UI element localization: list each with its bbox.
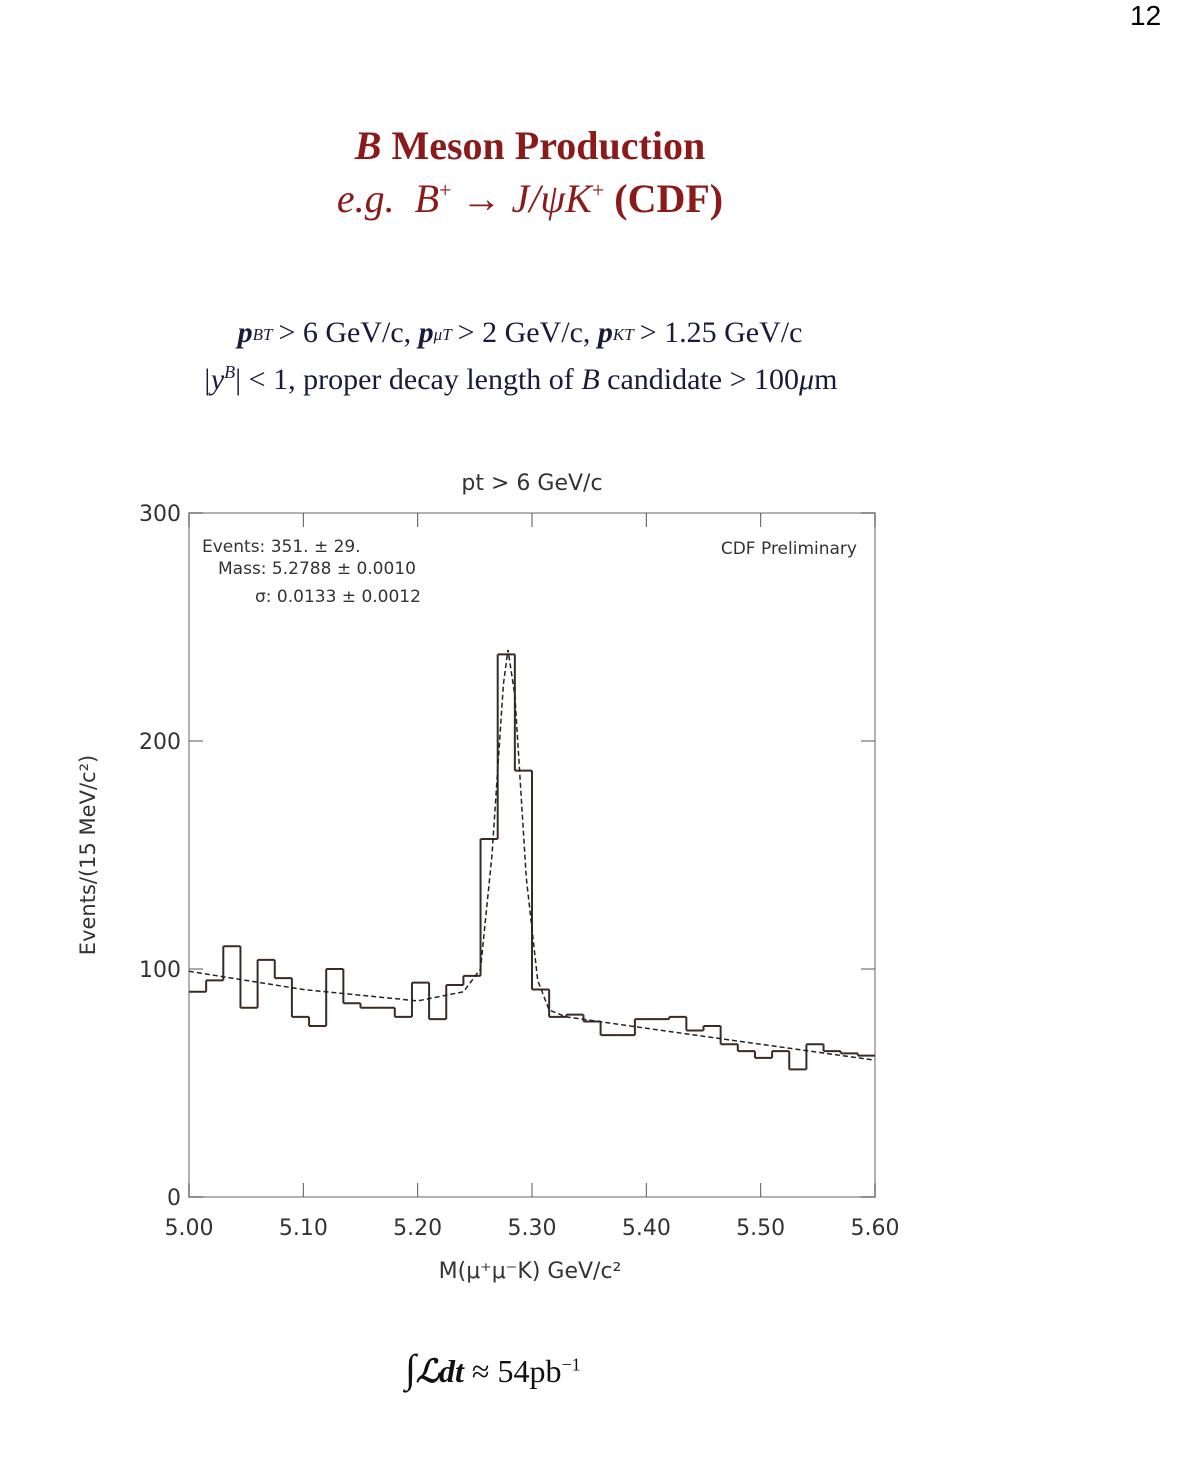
cut-part: K	[612, 325, 625, 345]
x-axis-label: M(μ⁺μ⁻K) GeV/c²	[439, 1259, 622, 1284]
annotation: σ: 0.0133 ± 0.0012	[255, 587, 421, 607]
luminosity: ∫ℒdt ≈ 54pb−1	[405, 1345, 581, 1392]
y-tick-label: 0	[167, 1186, 181, 1211]
title: B Meson Production	[0, 122, 1060, 169]
x-tick-label: 5.50	[736, 1216, 785, 1241]
subtitle-part: → J/ψK	[461, 176, 592, 221]
page-number: 12	[1130, 0, 1162, 31]
subtitle-part: B	[414, 176, 440, 221]
subtitle-part: e.g.	[336, 176, 395, 221]
cut-part: > 2 GeV/c,	[457, 316, 591, 349]
cut-part: |y	[202, 363, 225, 396]
y-tick-label: 200	[139, 730, 181, 755]
chart-title: pt > 6 GeV/c	[461, 471, 602, 496]
annotation: CDF Preliminary	[721, 539, 857, 559]
title-part: Meson Production	[391, 123, 706, 168]
cut-part: B	[581, 363, 600, 396]
cut-part: μ	[433, 325, 443, 345]
lum-part: −1	[561, 1354, 581, 1375]
subtitle-part: +	[439, 177, 452, 203]
cuts-line: |yB| < 1, proper decay length of B candi…	[0, 362, 1045, 397]
title-part: B	[354, 123, 382, 168]
cut-part: p	[597, 316, 613, 349]
y-tick-label: 300	[139, 502, 181, 527]
x-tick-label: 5.00	[165, 1216, 214, 1241]
cut-part: T	[624, 325, 634, 345]
cut-part: B	[252, 325, 263, 345]
cuts-line: pBT > 6 GeV/c, pμT > 2 GeV/c, pKT > 1.25 Ge…	[0, 316, 1045, 350]
cut-part: | < 1, proper decay length of	[235, 363, 574, 396]
x-tick-label: 5.10	[279, 1216, 328, 1241]
cut-part: candidate > 100	[607, 363, 799, 396]
cut-part: T	[442, 325, 452, 345]
cut-part: p	[418, 316, 434, 349]
cut-part: m	[814, 363, 838, 396]
cut-part: T	[262, 325, 273, 345]
cut-part: μ	[799, 363, 815, 396]
lum-part: ℒdt	[415, 1353, 464, 1389]
x-tick-label: 5.20	[393, 1216, 442, 1241]
histogram-riser	[205, 654, 859, 1070]
cut-part: p	[237, 316, 253, 349]
cut-part: > 6 GeV/c,	[278, 316, 412, 349]
subtitle-part: +	[591, 177, 605, 203]
chart: pt > 6 GeV/c M(μ⁺μ⁻K) GeV/c² Events/(15 …	[76, 471, 900, 1284]
annotation: Mass: 5.2788 ± 0.0010	[218, 559, 416, 579]
subtitle-part: (CDF)	[614, 176, 724, 221]
annotation: Events: 351. ± 29.	[202, 537, 361, 557]
lum-part: ≈ 54pb	[471, 1353, 562, 1389]
cut-part: B	[224, 362, 236, 382]
x-tick-label: 5.60	[851, 1216, 900, 1241]
fit-curve	[188, 649, 876, 1061]
x-tick-label: 5.40	[622, 1216, 671, 1241]
y-axis-label: Events/(15 MeV/c²)	[76, 755, 100, 955]
cut-part: > 1.25 GeV/c	[639, 316, 803, 349]
y-tick-label: 100	[139, 958, 181, 983]
lum-part: ∫	[405, 1346, 416, 1391]
x-tick-label: 5.30	[508, 1216, 557, 1241]
subtitle: e.g. B+ → J/ψK+ (CDF)	[0, 175, 1060, 222]
